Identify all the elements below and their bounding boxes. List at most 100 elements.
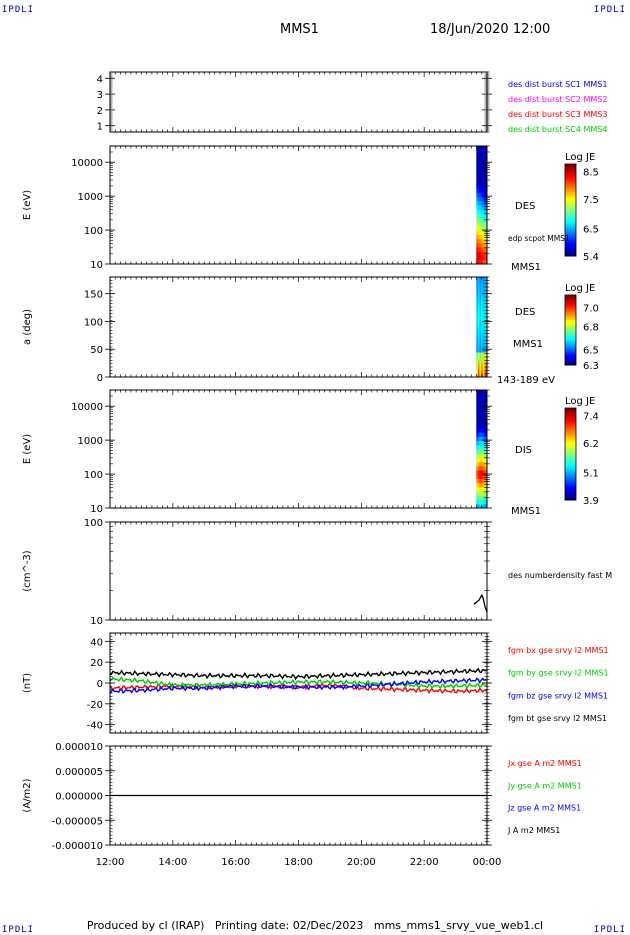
y-axis-label: (A/m2) — [22, 778, 33, 812]
x-tick-label: 18:00 — [284, 857, 313, 868]
spectrogram-cell — [484, 470, 487, 475]
series-line-des-numberdensity-fast-m — [473, 593, 488, 613]
spectrogram-cell — [482, 217, 485, 223]
spectrogram-cell — [476, 341, 479, 346]
spectrogram-cell — [479, 255, 482, 261]
spectrogram-cell — [482, 247, 485, 252]
spectrogram-cell — [477, 323, 481, 328]
panel-bottom-label: MMS1 — [511, 506, 541, 517]
y-tick-label: 0 — [97, 679, 103, 690]
colorbar-segment — [565, 447, 576, 450]
spectrogram-cell — [482, 398, 485, 404]
spectrogram-cell — [479, 359, 482, 364]
colorbar-segment — [565, 302, 576, 305]
spectrogram-cell — [477, 146, 481, 151]
spectrogram-cell — [479, 406, 482, 412]
colorbar-segment — [565, 344, 576, 347]
spectrogram-cell — [482, 277, 485, 282]
spectrogram-cell — [482, 188, 485, 193]
spectrogram-cell — [482, 453, 485, 458]
spectrogram-cell — [481, 411, 484, 416]
spectrogram-cell — [484, 230, 487, 235]
legend-entry: fgm bz gse srvy l2 MMS1 — [508, 691, 608, 700]
spectrogram-cell — [476, 294, 479, 299]
spectrogram-cell — [482, 251, 485, 257]
x-tick-label: 14:00 — [158, 857, 187, 868]
spectrogram-cell — [482, 305, 485, 310]
spectrogram-cell — [476, 305, 479, 310]
panel-current: Jx gse A m2 MMS1 Jy gse A m2 MMS1 Jz gse A… — [22, 742, 582, 852]
y-tick-label: 40 — [90, 637, 103, 648]
spectrogram-cell — [476, 277, 479, 282]
spectrogram-cell — [484, 444, 487, 450]
spectrogram-cell — [479, 495, 482, 501]
spectrogram-cell — [476, 482, 479, 488]
y-tick-label: -0.000010 — [52, 841, 103, 852]
spectrogram-cell — [482, 470, 485, 475]
spectrogram-cell — [484, 457, 487, 463]
spectrogram-cell — [476, 419, 479, 425]
spectrogram-cell — [476, 196, 479, 202]
spectrogram-cell — [479, 247, 482, 252]
panel-bottom-label: 143-189 eV — [497, 375, 555, 386]
spectrogram-cell — [481, 217, 484, 223]
spectrogram-cell — [477, 341, 481, 346]
colorbar-segment — [565, 472, 576, 476]
spectrogram-cell — [477, 427, 481, 433]
spectrogram-cell — [477, 294, 481, 299]
spectrogram-cell — [482, 294, 485, 299]
spectrogram-cell — [484, 226, 487, 231]
spectrogram-cell — [482, 213, 485, 219]
spectrogram-cell — [479, 213, 482, 219]
spectrogram-cell — [479, 478, 482, 484]
spectrogram-cell — [482, 478, 485, 484]
spectrogram-cell — [482, 427, 485, 433]
corner-label-bottom-left: IPDLI — [2, 925, 35, 935]
series-line-fgm-bt-gse-srvy-l2-mms1 — [109, 667, 488, 681]
colorbar-segment — [565, 242, 576, 245]
colorbar-segment — [565, 486, 576, 489]
colorbar-segment — [565, 444, 576, 448]
spectrogram-cell — [477, 352, 481, 357]
spectrogram-cell — [479, 319, 482, 324]
spectrogram-cell — [479, 154, 482, 160]
y-tick-label: 1000 — [78, 436, 103, 447]
spectrogram-cell — [477, 205, 481, 210]
spectrogram-cell — [482, 432, 485, 437]
colorbar-segment — [565, 296, 576, 299]
spectrogram-cell — [482, 486, 485, 492]
spectrogram-cell — [482, 341, 485, 346]
spectrogram-cell — [476, 247, 479, 252]
spectrogram-cell — [476, 486, 479, 492]
spectrogram-cell — [479, 150, 482, 155]
colorbar-segment — [565, 177, 576, 181]
spectrogram-cell — [476, 330, 479, 335]
spectrogram-cell — [481, 436, 484, 442]
spectrogram-cell — [477, 337, 481, 342]
spectrogram-cell — [479, 499, 482, 505]
spectrogram-cell — [479, 330, 482, 335]
y-tick-label: 150 — [84, 290, 103, 301]
spectrogram-cell — [476, 171, 479, 176]
colorbar-segment — [565, 345, 576, 348]
spectrogram-cell — [482, 440, 485, 446]
spectrogram-cell — [481, 154, 484, 160]
spectrogram-cell — [477, 423, 481, 429]
spectrogram-cell — [482, 280, 485, 285]
colorbar-segment — [565, 412, 576, 416]
y-tick-label: 0.000005 — [55, 767, 103, 778]
spectrogram-cell — [484, 373, 487, 378]
spectrogram-cell — [481, 238, 484, 244]
colorbar-segment — [565, 203, 576, 206]
spectrogram-cell — [481, 255, 484, 261]
spectrogram-cell — [476, 312, 479, 317]
colorbar-title: Log JE — [565, 396, 595, 407]
spectrogram-cell — [482, 167, 485, 172]
spectrogram-cell — [476, 474, 479, 479]
spectrogram-cell — [482, 355, 485, 360]
spectrogram-cell — [476, 291, 479, 296]
spectrogram-cell — [484, 449, 487, 454]
y-axis-label: E (eV) — [22, 190, 33, 220]
spectrogram-cell — [484, 213, 487, 219]
y-tick-label: 1 — [97, 122, 103, 133]
